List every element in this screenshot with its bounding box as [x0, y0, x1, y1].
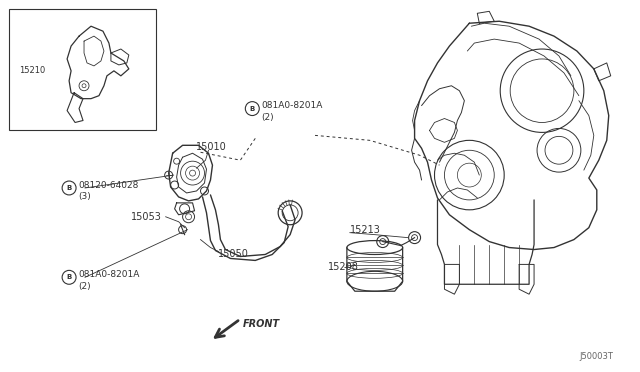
Text: (3): (3) — [78, 192, 91, 201]
Text: 15053: 15053 — [131, 212, 162, 222]
Text: B: B — [67, 185, 72, 191]
Text: (2): (2) — [261, 113, 274, 122]
Text: 15213: 15213 — [350, 225, 381, 235]
Text: 081A0-8201A: 081A0-8201A — [78, 270, 140, 279]
Text: 15010: 15010 — [196, 142, 227, 152]
Text: 15050: 15050 — [218, 250, 250, 260]
Text: FRONT: FRONT — [243, 319, 280, 329]
Text: 08120-64028: 08120-64028 — [78, 180, 138, 189]
Ellipse shape — [347, 271, 403, 291]
Ellipse shape — [347, 241, 403, 254]
Text: B: B — [67, 274, 72, 280]
Text: 15210: 15210 — [19, 66, 45, 76]
Text: B: B — [250, 106, 255, 112]
Text: 15208: 15208 — [328, 262, 359, 272]
Text: (2): (2) — [78, 282, 91, 291]
Text: 081A0-8201A: 081A0-8201A — [261, 101, 323, 110]
Text: J50003T: J50003T — [580, 352, 614, 361]
Bar — [10, 9, 156, 131]
